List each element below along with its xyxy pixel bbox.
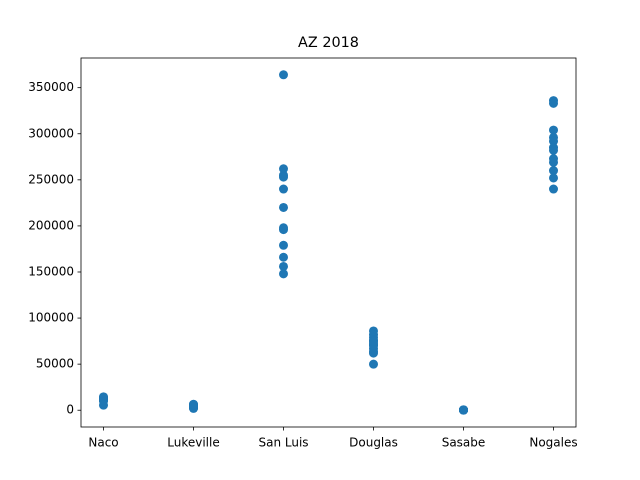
point xyxy=(549,136,558,146)
point xyxy=(279,184,288,194)
point xyxy=(549,173,558,183)
x-tick-label: Lukeville xyxy=(167,436,219,450)
point xyxy=(189,399,198,409)
x-tick-label: Sasabe xyxy=(442,436,486,450)
point xyxy=(99,400,108,410)
point xyxy=(369,336,378,346)
point xyxy=(549,157,558,167)
y-tick-label: 300000 xyxy=(28,126,74,140)
y-tick-label: 250000 xyxy=(28,172,74,186)
point xyxy=(549,145,558,155)
point xyxy=(279,70,288,80)
point xyxy=(549,166,558,176)
point xyxy=(279,164,288,174)
y-tick-label: 350000 xyxy=(28,80,74,94)
point xyxy=(279,202,288,212)
y-tick-label: 150000 xyxy=(28,264,74,278)
point xyxy=(99,392,108,402)
point xyxy=(369,359,378,369)
chart-title: AZ 2018 xyxy=(298,35,359,51)
point xyxy=(279,225,288,235)
y-tick-label: 200000 xyxy=(28,218,74,232)
point xyxy=(549,98,558,108)
point xyxy=(459,405,468,415)
x-tick-label: Naco xyxy=(88,436,118,450)
x-tick-label: Nogales xyxy=(529,436,577,450)
x-tick-label: San Luis xyxy=(258,436,308,450)
point xyxy=(279,240,288,250)
y-tick-label: 0 xyxy=(66,403,74,417)
y-tick-label: 50000 xyxy=(36,357,74,371)
plot-frame xyxy=(80,57,577,428)
point xyxy=(279,261,288,271)
point xyxy=(549,125,558,135)
point xyxy=(369,348,378,358)
point xyxy=(279,252,288,262)
point xyxy=(549,184,558,194)
point xyxy=(279,269,288,279)
x-tick-label: Douglas xyxy=(349,436,398,450)
point xyxy=(279,172,288,182)
y-tick-label: 100000 xyxy=(28,311,74,325)
